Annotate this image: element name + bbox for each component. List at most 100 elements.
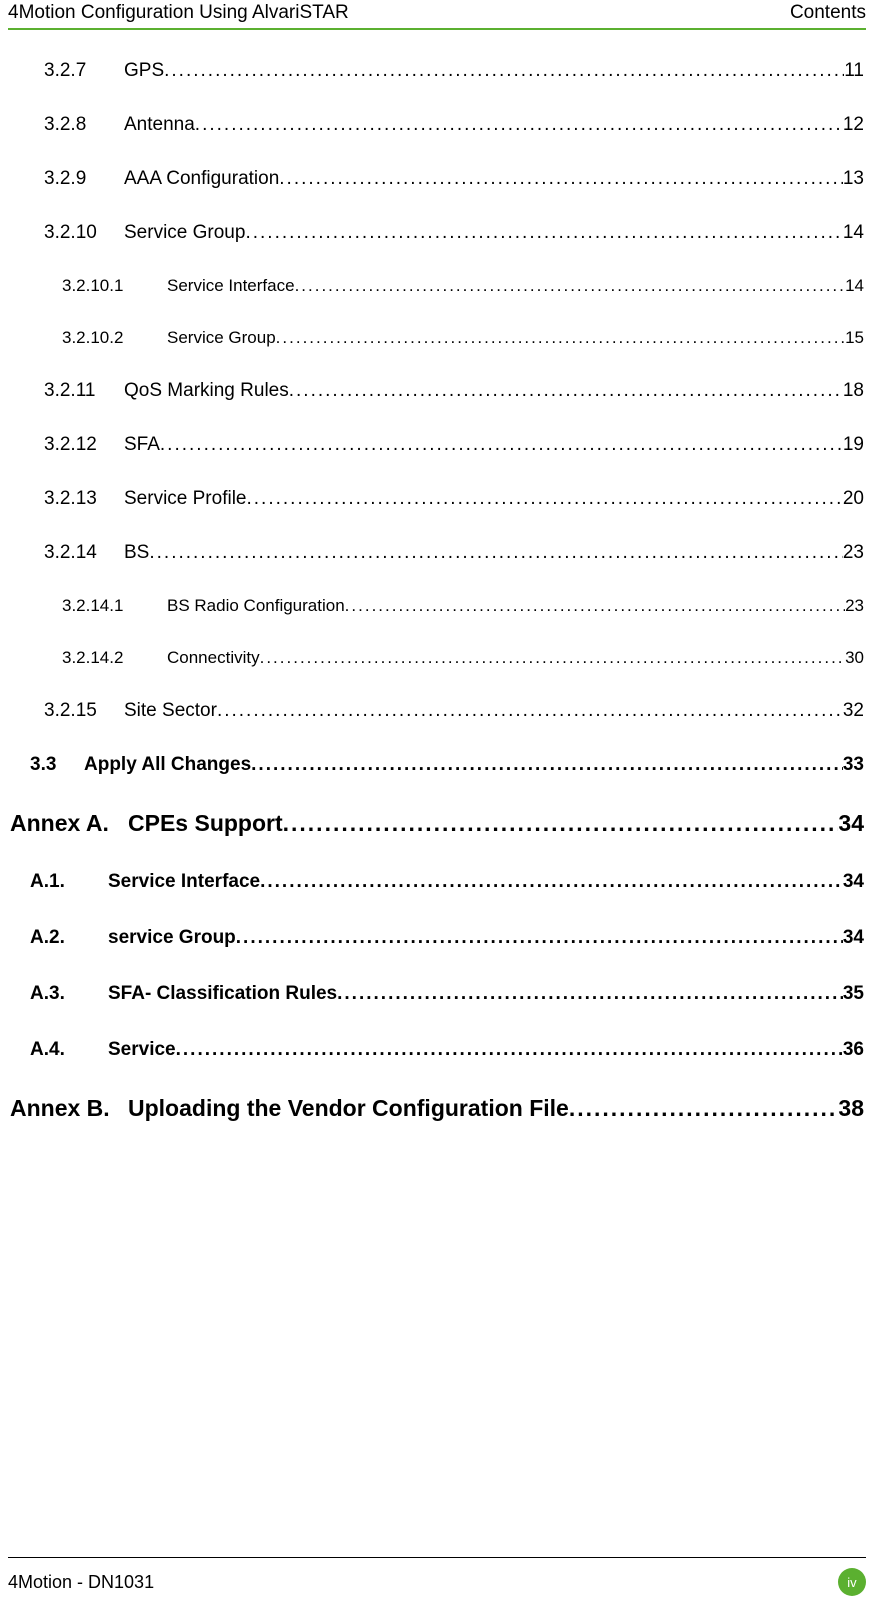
toc-dots: ........................................…	[260, 648, 845, 668]
toc-title: Service Interface	[108, 871, 260, 893]
toc-title: GPS	[124, 60, 164, 82]
toc-dots: ........................................…	[160, 434, 843, 456]
toc-title: Site Sector	[124, 700, 217, 722]
toc-number: 3.2.11	[44, 380, 124, 402]
toc-number: Annex A.	[10, 810, 128, 837]
toc-entry: Annex A.CPEs Support....................…	[10, 810, 864, 837]
toc-page: 30	[845, 648, 864, 668]
toc-entry: Annex B.Uploading the Vendor Configurati…	[10, 1095, 864, 1122]
toc-page: 32	[843, 700, 864, 722]
toc-entry: 3.2.14BS ...............................…	[10, 542, 864, 564]
toc-title: Service Group	[167, 328, 276, 348]
toc-entry: 3.2.10Service Group.....................…	[10, 222, 864, 244]
toc-page: 19	[843, 434, 864, 456]
toc-entry: 3.2.10.1Service Interface ..............…	[10, 276, 864, 296]
toc-page: 18	[843, 380, 864, 402]
toc-number: 3.2.7	[44, 60, 124, 82]
toc-number: 3.2.12	[44, 434, 124, 456]
toc-dots: ........................................…	[251, 754, 843, 776]
toc-number: A.3.	[30, 983, 108, 1005]
toc-page: 34	[843, 927, 864, 949]
toc-page: 13	[843, 168, 864, 190]
toc-number: 3.2.14.2	[62, 648, 167, 668]
toc-title: Connectivity	[167, 648, 260, 668]
toc-title: Service Profile	[124, 488, 247, 510]
toc-entry: 3.2.13Service Profile...................…	[10, 488, 864, 510]
header-left: 4Motion Configuration Using AlvariSTAR	[8, 2, 349, 24]
toc-dots: ........................................…	[195, 114, 843, 136]
toc-dots: ........................................…	[164, 60, 844, 82]
toc-number: 3.2.10	[44, 222, 124, 244]
toc-title: Service	[108, 1039, 176, 1061]
toc-entry: A.4.Service.............................…	[10, 1039, 864, 1061]
toc-dots: ........................................…	[345, 596, 845, 616]
toc-number: A.4.	[30, 1039, 108, 1061]
toc-entry: 3.2.11QoS Marking Rules.................…	[10, 380, 864, 402]
toc-page: 34	[838, 810, 864, 837]
footer-divider	[8, 1557, 866, 1559]
toc-entry: 3.2.7GPS................................…	[10, 60, 864, 82]
toc-page: 12	[843, 114, 864, 136]
toc-title: BS	[124, 542, 149, 564]
toc-entry: 3.2.15Site Sector ......................…	[10, 700, 864, 722]
header-right: Contents	[790, 2, 866, 24]
toc-title: BS Radio Configuration	[167, 596, 345, 616]
toc-entry: 3.2.14.2Connectivity....................…	[10, 648, 864, 668]
toc-page: 38	[838, 1095, 864, 1122]
toc-dots: ........................................…	[247, 488, 843, 510]
toc-title: Service Group	[124, 222, 245, 244]
toc-dots: ........................................…	[276, 328, 845, 348]
toc-entry: 3.2.9AAA Configuration .................…	[10, 168, 864, 190]
toc-page: 14	[845, 276, 864, 296]
toc-page: 33	[843, 754, 864, 776]
toc-title: QoS Marking Rules	[124, 380, 289, 402]
toc-entry: A.2.service Group ......................…	[10, 927, 864, 949]
toc-entry: A.3.SFA- Classification Rules...........…	[10, 983, 864, 1005]
toc-page: 35	[843, 983, 864, 1005]
toc-page: 15	[845, 328, 864, 348]
toc-dots: ........................................…	[149, 542, 843, 564]
toc-title: SFA	[124, 434, 160, 456]
toc-title: Uploading the Vendor Configuration File	[128, 1095, 569, 1122]
toc-number: 3.2.10.2	[62, 328, 167, 348]
toc-page: 20	[843, 488, 864, 510]
toc-entry: 3.2.14.1BS Radio Configuration..........…	[10, 596, 864, 616]
toc-entry: 3.2.8Antenna............................…	[10, 114, 864, 136]
toc-entry: 3.2.12SFA ..............................…	[10, 434, 864, 456]
toc-dots: ........................................…	[217, 700, 843, 722]
toc-title: service Group	[108, 927, 236, 949]
toc-dots: ........................................…	[337, 983, 843, 1005]
toc-title: CPEs Support	[128, 810, 283, 837]
toc-number: 3.2.9	[44, 168, 124, 190]
toc-dots: ........................................…	[569, 1095, 839, 1122]
toc-page: 11	[844, 60, 864, 82]
page-badge: iv	[838, 1568, 866, 1596]
toc-entry: A.1.Service Interface...................…	[10, 871, 864, 893]
page-header: 4Motion Configuration Using AlvariSTAR C…	[0, 0, 874, 24]
toc-number: 3.2.8	[44, 114, 124, 136]
toc-number: A.1.	[30, 871, 108, 893]
toc-number: 3.2.13	[44, 488, 124, 510]
toc-number: 3.3	[30, 754, 84, 776]
toc-number: 3.2.14.1	[62, 596, 167, 616]
toc-dots: ........................................…	[289, 380, 843, 402]
toc-number: A.2.	[30, 927, 108, 949]
toc-number: 3.2.10.1	[62, 276, 167, 296]
toc-title: Apply All Changes	[84, 754, 251, 776]
toc-dots: ........................................…	[260, 871, 843, 893]
toc-dots: ........................................…	[176, 1039, 843, 1061]
toc-page: 36	[843, 1039, 864, 1061]
toc-dots: ........................................…	[279, 168, 843, 190]
toc-page: 23	[843, 542, 864, 564]
toc-title: Service Interface	[167, 276, 295, 296]
toc-page: 23	[845, 596, 864, 616]
toc-number: Annex B.	[10, 1095, 128, 1122]
toc-page: 14	[843, 222, 864, 244]
toc-title: AAA Configuration	[124, 168, 279, 190]
toc-entry: 3.3Apply All Changes ...................…	[10, 754, 864, 776]
toc-dots: ........................................…	[236, 927, 843, 949]
toc-entry: 3.2.10.2Service Group ..................…	[10, 328, 864, 348]
footer-content: 4Motion - DN1031 iv	[8, 1568, 866, 1596]
toc-dots: ........................................…	[283, 810, 839, 837]
toc-number: 3.2.15	[44, 700, 124, 722]
